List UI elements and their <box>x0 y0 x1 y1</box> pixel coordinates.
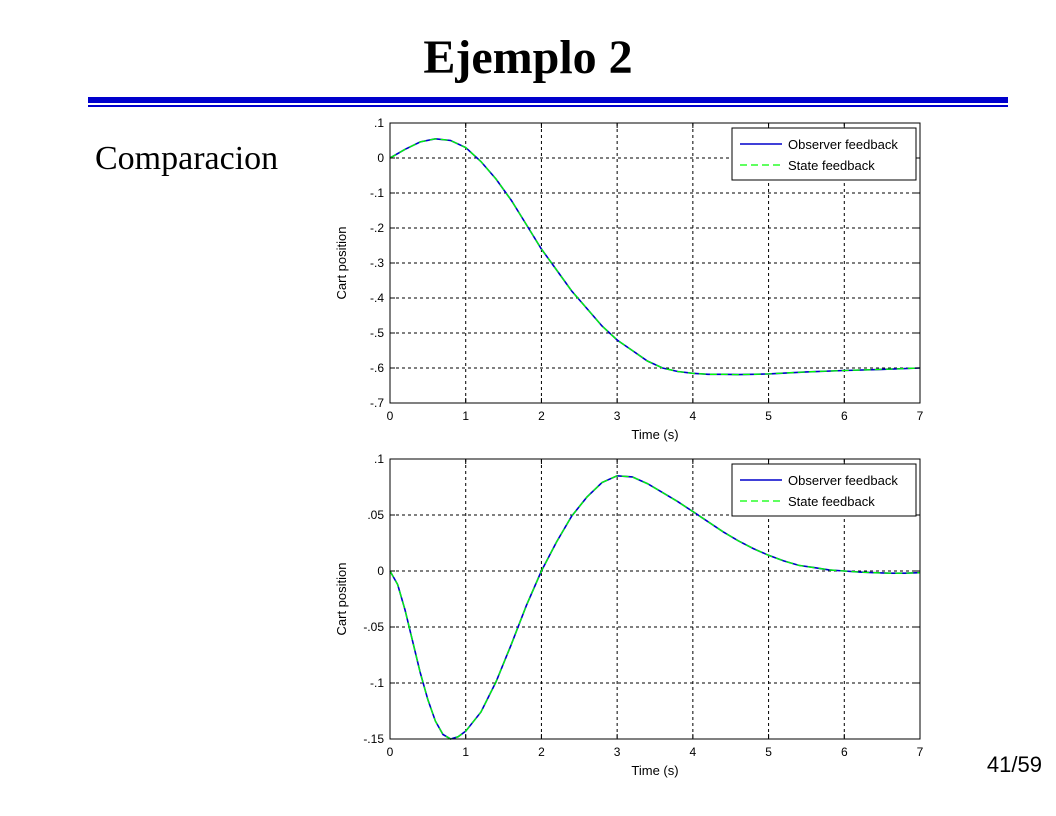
x-tick-label: 0 <box>387 745 394 759</box>
legend: Observer feedback State feedback <box>731 127 917 181</box>
x-tick-label: 5 <box>765 745 772 759</box>
x-tick-label: 6 <box>841 745 848 759</box>
y-tick-label: .1 <box>374 116 384 130</box>
y-tick-label: .1 <box>374 452 384 466</box>
y-tick-label: -.1 <box>370 676 384 690</box>
title-rule <box>88 97 1008 107</box>
legend-label-state-feedback: State feedback <box>788 494 875 509</box>
legend-label-state-feedback: State feedback <box>788 158 875 173</box>
title-rule-thick <box>88 97 1008 103</box>
x-axis-label: Time (s) <box>631 763 678 778</box>
series-line-observer-feedback <box>389 474 921 740</box>
legend-label-observer-feedback: Observer feedback <box>788 473 898 488</box>
page-number: 41/59 <box>987 752 1042 778</box>
series-line-observer-feedback <box>389 137 921 376</box>
y-tick-label: -.15 <box>363 732 384 746</box>
page-total: 59 <box>1017 752 1042 777</box>
slide-title: Ejemplo 2 <box>423 31 633 84</box>
x-tick-label: 3 <box>614 745 621 759</box>
y-axis-label: Cart position <box>334 563 349 636</box>
y-tick-label: 0 <box>377 151 384 165</box>
y-tick-label: -.6 <box>370 361 384 375</box>
x-tick-label: 3 <box>614 409 621 423</box>
x-tick-label: 0 <box>387 409 394 423</box>
y-tick-label: -.7 <box>370 396 384 410</box>
y-tick-label: .05 <box>367 508 384 522</box>
x-tick-label: 1 <box>462 745 469 759</box>
x-tick-label: 1 <box>462 409 469 423</box>
section-heading: Comparacion <box>95 140 279 177</box>
legend-label-observer-feedback: Observer feedback <box>788 137 898 152</box>
y-tick-label: -.1 <box>370 186 384 200</box>
plot-area <box>390 123 920 403</box>
y-tick-label: -.2 <box>370 221 384 235</box>
page-current: 41 <box>986 752 1012 777</box>
series-line-state-feedback <box>389 475 921 740</box>
x-axis-label: Time (s) <box>631 427 678 442</box>
title-rule-thin <box>88 105 1008 107</box>
y-tick-label: 0 <box>377 564 384 578</box>
plot-frame <box>389 458 921 740</box>
x-tick-label: 4 <box>690 409 697 423</box>
y-tick-label: -.05 <box>363 620 384 634</box>
x-tick-label: 2 <box>538 409 545 423</box>
page-separator: / <box>1011 752 1018 777</box>
x-tick-label: 7 <box>917 745 924 759</box>
x-tick-label: 2 <box>538 745 545 759</box>
plot-frame <box>389 122 921 404</box>
legend-box <box>731 463 917 517</box>
legend-box <box>731 127 917 181</box>
y-tick-label: -.4 <box>370 291 384 305</box>
x-tick-label: 5 <box>765 409 772 423</box>
plot-area <box>390 459 920 739</box>
x-tick-label: 7 <box>917 409 924 423</box>
x-tick-label: 4 <box>690 745 697 759</box>
y-tick-label: -.5 <box>370 326 384 340</box>
x-tick-label: 6 <box>841 409 848 423</box>
legend: Observer feedback State feedback <box>731 463 917 517</box>
series-line-state-feedback <box>389 138 921 376</box>
y-tick-label: -.3 <box>370 256 384 270</box>
y-axis-label: Cart position <box>334 227 349 300</box>
